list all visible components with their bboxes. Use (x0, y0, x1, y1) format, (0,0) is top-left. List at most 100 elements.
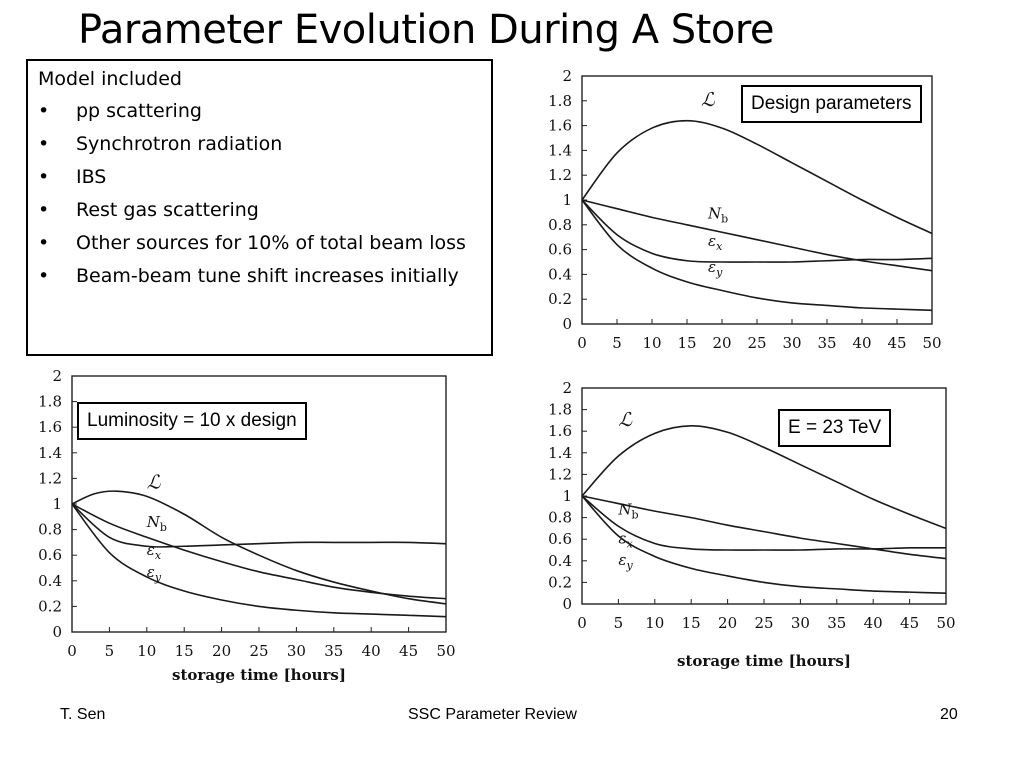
x-tick-label: 15 (175, 642, 194, 660)
x-tick-label: 45 (900, 614, 919, 632)
footer-page-number: 20 (940, 706, 958, 723)
series-label: ℒ (147, 472, 162, 494)
series-line (581, 424, 947, 530)
y-tick-label: 1.6 (548, 422, 572, 440)
x-tick-label: 25 (249, 642, 268, 660)
x-tick-label: 0 (577, 614, 587, 632)
x-tick-label: 25 (754, 614, 773, 632)
y-tick-label: 0.4 (548, 552, 572, 570)
y-tick-label: 1.2 (38, 469, 62, 487)
bullet-icon: • (38, 100, 50, 122)
x-tick-label: 30 (791, 614, 810, 632)
chart-design-parameters: 0 0.2 0.4 0.6 0.8 1 1.2 1.4 1.6 1.8 2 0 5 10 15 20 25 30 3… (520, 62, 960, 362)
y-tick-label: 0 (562, 595, 572, 613)
series-line (581, 199, 933, 263)
series-line (581, 495, 947, 594)
x-tick-label: 10 (137, 642, 156, 660)
series-line (581, 119, 933, 235)
y-tick-label: 0.4 (548, 265, 572, 283)
list-item: • Other sources for 10% of total beam los… (38, 231, 481, 255)
model-bullet-list: • pp scattering • Synchrotron radiation • I… (38, 99, 481, 288)
bullet-icon: • (38, 265, 50, 287)
series-line (71, 503, 447, 600)
bullet-text: pp scattering (76, 100, 202, 122)
y-tick-label: 1.2 (548, 166, 572, 184)
y-tick-label: 1.4 (548, 141, 572, 159)
model-heading: Model included (38, 68, 182, 90)
bullet-icon: • (38, 232, 50, 254)
callout-luminosity: Luminosity = 10 x design (77, 402, 307, 440)
y-tick-label: 1 (562, 191, 572, 209)
x-tick-label: 40 (852, 334, 871, 352)
series-label: Nb (707, 205, 728, 226)
series-label: ℒ (618, 409, 633, 431)
y-tick-label: 1.4 (38, 444, 62, 462)
bullet-text: Synchrotron radiation (76, 133, 283, 155)
y-tick-label: 1 (562, 487, 572, 505)
x-axis-label: storage time [hours] (172, 666, 346, 684)
x-tick-label: 50 (936, 614, 955, 632)
y-tick-label: 1.8 (38, 393, 62, 411)
chart-design-parameters-plot: 00.20.40.60.811.21.41.61.820 5 10 15 20 25 30 3… (548, 67, 941, 352)
list-item: • Beam-beam tune shift increases initiall… (38, 264, 481, 288)
x-axis-label: storage time [hours] (677, 652, 851, 670)
series-line (581, 495, 947, 560)
y-tick-label: 1.8 (548, 92, 572, 110)
series-line (581, 495, 947, 551)
x-tick-label: 20 (718, 614, 737, 632)
x-tick-label: 50 (436, 642, 455, 660)
series-line (71, 503, 447, 618)
x-tick-label: 10 (642, 334, 661, 352)
y-tick-label: 0.4 (38, 572, 62, 590)
model-assumptions-box: Model included • pp scattering • Synchrotr… (26, 59, 493, 356)
x-tick-label: 15 (682, 614, 701, 632)
bullet-icon: • (38, 199, 50, 221)
x-tick-label: 50 (922, 334, 941, 352)
series-label: εy (147, 563, 162, 584)
chart-23tev-plot: 00.20.40.60.811.21.41.61.820 5 10 15 20 25 30 3… (548, 379, 955, 670)
x-tick-label: 25 (747, 334, 766, 352)
bullet-text: Rest gas scattering (76, 199, 259, 221)
x-tick-label: 40 (362, 642, 381, 660)
x-tick-label: 35 (817, 334, 836, 352)
y-tick-label: 1 (52, 495, 62, 513)
callout-design-parameters: Design parameters (741, 85, 922, 123)
y-tick-label: 0.8 (548, 509, 572, 527)
bullet-icon: • (38, 133, 50, 155)
chart-luminosity-10x-plot: 00.20.40.60.811.21.41.61.820 5 10 15 20 25 30 3… (38, 367, 455, 684)
plot-frame (581, 387, 947, 605)
series-label: εx (708, 232, 723, 253)
x-tick-label: 20 (712, 334, 731, 352)
series-label: εx (147, 541, 162, 562)
x-tick-label: 0 (577, 334, 587, 352)
y-tick-label: 0.2 (548, 290, 572, 308)
y-tick-label: 0.6 (38, 546, 62, 564)
y-tick-label: 2 (562, 67, 572, 85)
x-tick-label: 20 (212, 642, 231, 660)
series-label: εy (708, 258, 723, 279)
series-line (71, 503, 447, 548)
series-label: Nb (146, 513, 167, 534)
bullet-text: IBS (76, 166, 107, 188)
x-tick-label: 5 (614, 614, 624, 632)
x-tick-label: 5 (612, 334, 622, 352)
footer-center-title: SSC Parameter Review (408, 706, 577, 723)
y-tick-label: 2 (52, 367, 62, 385)
list-item: • Synchrotron radiation (38, 132, 481, 156)
series-label: εy (618, 551, 633, 572)
y-tick-label: 0.8 (548, 216, 572, 234)
footer-author: T. Sen (60, 706, 106, 723)
y-tick-label: 0.6 (548, 530, 572, 548)
x-tick-label: 15 (677, 334, 696, 352)
chart-luminosity-10x: 0 0.2 0.4 0.6 0.8 1 1.2 1.4 1.6 1.8 2 0 5 10 15 20 25 30 3… (0, 362, 480, 700)
y-tick-label: 2 (562, 379, 572, 397)
x-tick-label: 35 (324, 642, 343, 660)
x-tick-label: 30 (782, 334, 801, 352)
callout-energy: E = 23 TeV (778, 409, 892, 447)
list-item: • pp scattering (38, 99, 481, 123)
list-item: • IBS (38, 165, 481, 189)
y-tick-label: 0.2 (38, 597, 62, 615)
y-tick-label: 1.6 (38, 418, 62, 436)
slide-title: Parameter Evolution During A Store (78, 7, 775, 53)
y-tick-label: 0 (52, 623, 62, 641)
